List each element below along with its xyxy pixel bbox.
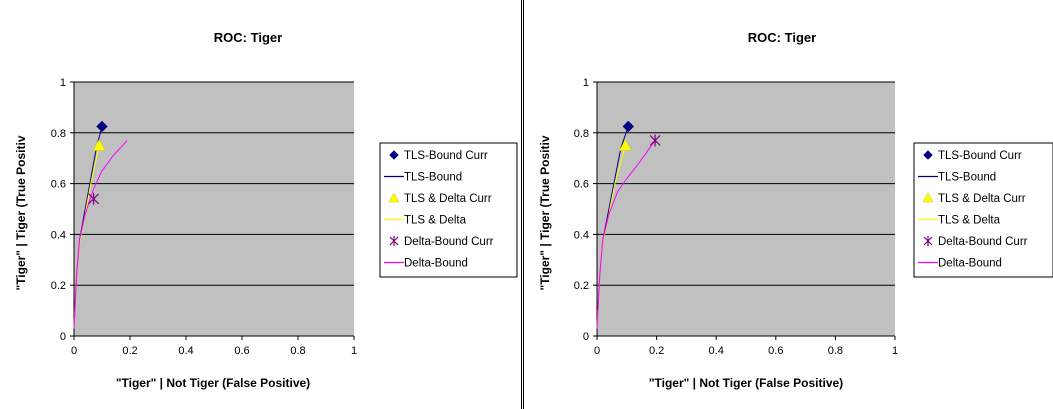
y-tick-label: 1 [583,77,589,89]
y-tick-label: 0.8 [574,128,589,140]
y-axis-label: "Tiger" | Tiger (True Positiv [538,135,552,290]
series-line-delta-bound [596,140,656,329]
series-line-delta-bound [73,140,128,329]
plot-area [74,82,354,336]
y-tick-label: 1 [60,77,66,89]
plot-area [597,82,895,336]
legend-label: TLS & Delta Curr [938,193,1026,205]
legend-label: Delta-Bound [938,258,1002,270]
legend-label: TLS-Bound [404,172,462,184]
y-tick-label: 0.4 [51,229,66,241]
legend-label: TLS-Bound Curr [404,150,488,162]
legend-label: Delta-Bound Curr [404,236,494,248]
legend-item: TLS & Delta [384,215,467,227]
data-point-tls-bound-curr [96,120,108,133]
data-point-tls-delta-curr [92,138,106,151]
legend-box [379,142,518,278]
x-tick-label: 1 [892,345,898,357]
legend-item: TLS-Bound Curr [923,150,1022,162]
legend-item: TLS & Delta [918,215,1001,227]
legend-item: Delta-Bound [918,258,1002,270]
y-tick-label: 0.8 [51,128,66,140]
data-point-delta-bound-curr [649,134,661,147]
legend-label: TLS-Bound [938,172,996,184]
legend-label: TLS-Bound Curr [938,150,1022,162]
panel-divider [521,0,524,409]
legend-item: TLS-Bound [384,172,462,184]
x-axis-label: "Tiger" | Not Tiger (False Positive) [649,376,843,390]
data-point-tls-delta-curr [618,138,632,151]
y-tick-label: 0 [60,331,66,343]
data-point-delta-bound-curr [88,192,100,205]
y-tick-label: 0.4 [574,229,589,241]
roc-chart-left: ROC: Tiger 0 0.2 0.4 0.6 0.8 1 0 0.2 0.4 0.6 0.8 1 "T… [14,30,518,390]
chart-panel-right: ROC: Tiger 0 0.2 0.4 0.6 0.8 1 0 0.2 0.4 0.6 0.8 1 "T… [524,0,1053,409]
y-tick-label: 0.2 [51,280,66,292]
legend: TLS-Bound Curr TLS-Bound TLS & Delta Curr T… [913,142,1053,278]
x-tick-label: 0.2 [649,345,664,357]
legend-label: TLS & Delta Curr [404,193,492,205]
legend-item: TLS-Bound Curr [389,150,488,162]
legend-swatch-marker [388,192,400,203]
data-point-tls-bound-curr [622,120,634,133]
x-axis-label: "Tiger" | Not Tiger (False Positive) [116,376,310,390]
legend-box [913,142,1053,278]
y-tick-label: 0 [583,331,589,343]
legend-swatch-marker [922,192,934,203]
legend-label: TLS & Delta [938,215,1001,227]
x-tick-label: 0.4 [709,345,724,357]
legend-swatch-marker [923,236,933,246]
legend-label: TLS & Delta [404,215,467,227]
legend-swatch-marker [389,236,399,246]
y-tick-label: 0.2 [574,280,589,292]
chart-panel-left: ROC: Tiger 0 0.2 0.4 0.6 0.8 1 0 0.2 0.4 0.6 0.8 1 "T… [0,0,521,409]
legend-item: TLS & Delta Curr [922,192,1026,205]
x-tick-label: 0.8 [828,345,843,357]
chart-title: ROC: Tiger [748,30,816,45]
legend-label: Delta-Bound Curr [938,236,1028,248]
legend-item: Delta-Bound Curr [389,236,494,248]
legend-swatch-marker [923,150,933,160]
chart-title: ROC: Tiger [214,30,282,45]
y-tick-label: 0.6 [51,179,66,191]
roc-chart-right: ROC: Tiger 0 0.2 0.4 0.6 0.8 1 0 0.2 0.4 0.6 0.8 1 "T… [538,30,1053,390]
y-tick-label: 0.6 [574,179,589,191]
x-tick-label: 0.4 [178,345,193,357]
legend-label: Delta-Bound [404,258,468,270]
legend: TLS-Bound Curr TLS-Bound TLS & Delta Curr T… [379,142,518,278]
x-tick-label: 0.6 [768,345,783,357]
y-axis-label: "Tiger" | Tiger (True Positiv [14,135,28,290]
x-tick-label: 0.2 [122,345,137,357]
x-tick-label: 1 [351,345,357,357]
legend-item: TLS-Bound [918,172,996,184]
legend-swatch-marker [389,150,399,160]
x-tick-label: 0 [71,345,77,357]
legend-item: Delta-Bound [384,258,468,270]
legend-item: Delta-Bound Curr [923,236,1028,248]
x-tick-label: 0.8 [290,345,305,357]
legend-item: TLS & Delta Curr [388,192,492,205]
x-tick-label: 0 [594,345,600,357]
x-tick-label: 0.6 [234,345,249,357]
